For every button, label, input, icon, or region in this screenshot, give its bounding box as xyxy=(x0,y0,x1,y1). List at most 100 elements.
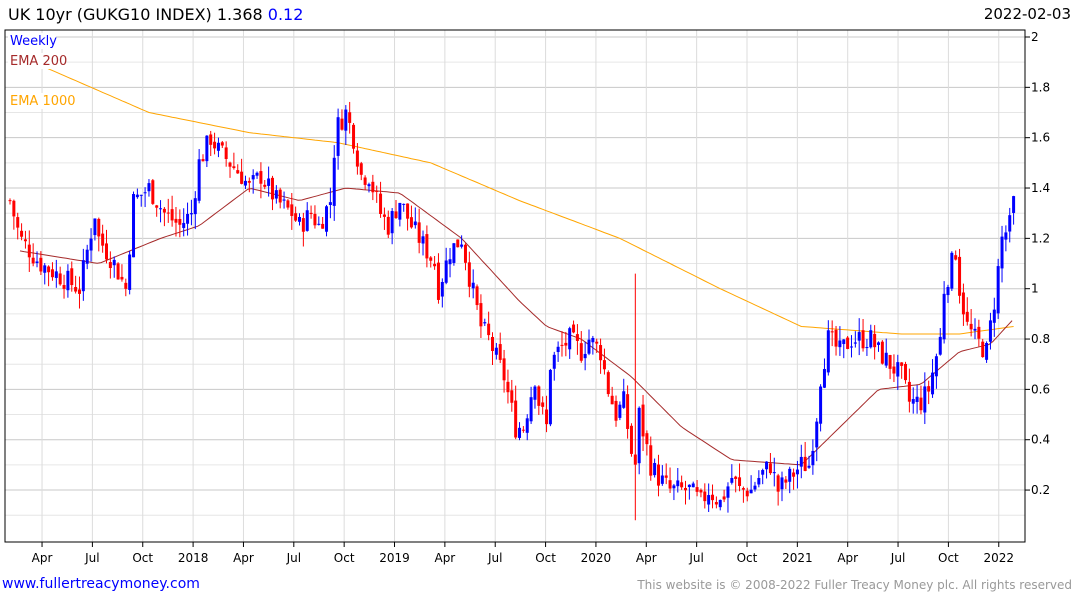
candle-body xyxy=(842,339,846,345)
candle xyxy=(70,261,74,292)
candle-body xyxy=(896,362,900,377)
candle xyxy=(803,441,807,472)
candle-body xyxy=(35,261,39,264)
candle xyxy=(294,206,298,222)
candle xyxy=(629,423,633,457)
candle-body xyxy=(93,218,97,236)
candle-body xyxy=(664,475,668,478)
candle xyxy=(286,199,290,210)
candle xyxy=(290,192,294,230)
candle xyxy=(992,297,996,337)
candle-body xyxy=(502,358,506,381)
candle-body xyxy=(730,477,734,483)
candle-body xyxy=(780,477,784,490)
candle xyxy=(386,210,390,239)
candle xyxy=(313,205,317,229)
candle xyxy=(43,263,47,285)
candle xyxy=(201,154,205,162)
candle-body xyxy=(510,390,514,403)
candle xyxy=(830,320,834,347)
candle-body xyxy=(1004,232,1008,240)
candle xyxy=(282,191,286,209)
candle xyxy=(66,264,70,298)
candle xyxy=(456,239,460,248)
x-tick-label: Apr xyxy=(434,551,455,565)
candle-body xyxy=(155,205,159,208)
candle xyxy=(255,171,259,179)
candle xyxy=(884,338,888,368)
candle xyxy=(433,255,437,270)
candle xyxy=(1004,225,1008,252)
candle xyxy=(139,194,143,207)
candle xyxy=(969,309,973,337)
candle xyxy=(452,242,456,266)
candle xyxy=(483,318,487,327)
candle xyxy=(240,158,244,185)
candle xyxy=(568,326,572,359)
candle xyxy=(363,175,367,190)
candle xyxy=(907,368,911,413)
candle-body xyxy=(309,212,313,215)
candle-body xyxy=(232,166,236,169)
candle xyxy=(394,199,398,219)
candle-body xyxy=(830,331,834,333)
candle xyxy=(560,331,564,357)
price-chart: Apr Jul Oct 2018 Apr Jul Oct 2019 Apr Jul Oct 2020 A… xyxy=(4,29,1050,565)
candle xyxy=(942,281,946,344)
candle-body xyxy=(811,450,815,466)
candle xyxy=(518,422,522,441)
candle-body xyxy=(911,399,915,404)
candle-body xyxy=(548,369,552,425)
candle-body xyxy=(923,386,927,413)
candle-body xyxy=(220,142,224,146)
candle-body xyxy=(892,366,896,374)
candle xyxy=(888,354,892,380)
candle-body xyxy=(834,329,838,347)
candle xyxy=(382,207,386,230)
candle-body xyxy=(325,206,329,232)
candle xyxy=(390,207,394,245)
candle-body xyxy=(228,162,232,167)
candle xyxy=(409,205,413,229)
candle-body xyxy=(919,397,923,411)
candle xyxy=(436,253,440,304)
website-link[interactable]: www.fullertreacymoney.com xyxy=(2,576,200,592)
candle xyxy=(479,294,483,338)
candle-body xyxy=(691,483,695,488)
candle-body xyxy=(487,323,491,336)
candle xyxy=(301,212,305,247)
candle xyxy=(108,251,112,279)
candle xyxy=(54,259,58,288)
candle xyxy=(583,341,587,371)
candle xyxy=(938,327,942,356)
candle xyxy=(209,130,213,157)
candle-body xyxy=(12,200,16,217)
candle xyxy=(236,164,240,174)
candle-body xyxy=(475,286,479,306)
legend-bg xyxy=(8,93,72,109)
candle-body xyxy=(514,400,518,438)
candle-body xyxy=(722,496,726,500)
candle xyxy=(591,335,595,355)
candle xyxy=(676,468,680,493)
candle-body xyxy=(186,213,190,224)
candle-body xyxy=(182,222,186,228)
candle-body xyxy=(436,262,440,300)
candle xyxy=(81,248,85,301)
candle xyxy=(961,283,965,326)
candle-body xyxy=(822,368,826,388)
candle-body xyxy=(849,346,853,348)
candle-body xyxy=(934,356,938,377)
candle xyxy=(398,202,402,227)
candle-body xyxy=(394,211,398,218)
candle xyxy=(911,387,915,414)
candle-body xyxy=(826,330,830,373)
candle-body xyxy=(645,433,649,445)
candle-body xyxy=(695,487,699,492)
candle-body xyxy=(444,260,448,283)
candle-body xyxy=(776,475,780,492)
candle-body xyxy=(799,456,803,467)
candle-body xyxy=(907,381,911,402)
candle-body xyxy=(741,488,745,490)
candle-body xyxy=(521,429,525,431)
